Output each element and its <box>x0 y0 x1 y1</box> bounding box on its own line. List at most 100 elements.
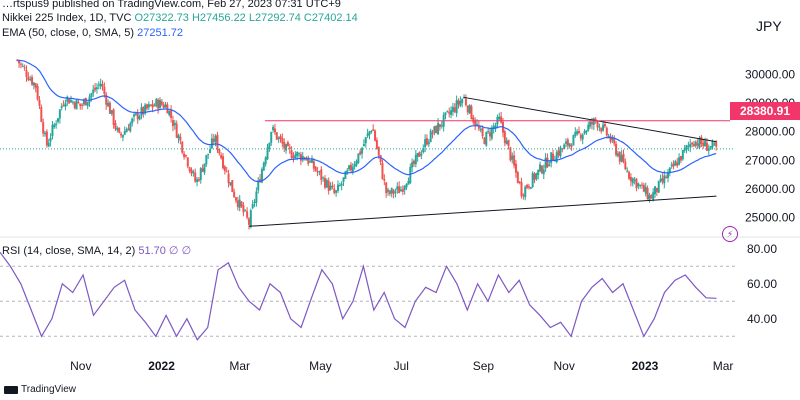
candle-body <box>257 180 260 191</box>
rsi-tick-label: 80.00 <box>747 242 777 256</box>
candle-body <box>563 144 566 150</box>
candle-body <box>544 157 547 169</box>
candle-body <box>173 122 176 126</box>
candle-body <box>511 155 514 160</box>
candle-body <box>401 189 404 192</box>
candle-body <box>140 107 143 116</box>
candle-body <box>396 186 399 190</box>
candle-body <box>552 153 555 161</box>
candle-body <box>440 125 443 127</box>
candle-body <box>127 128 130 131</box>
candle-body <box>550 152 553 164</box>
candle-body <box>86 101 89 107</box>
candle-body <box>242 205 245 213</box>
candle-body <box>285 144 288 151</box>
candle-body <box>464 98 467 106</box>
candle-body <box>583 131 586 134</box>
candle-body <box>105 94 108 105</box>
candle-body <box>58 109 61 119</box>
candle-body <box>40 106 43 122</box>
candle-body <box>294 154 297 159</box>
candle-body <box>344 171 347 179</box>
candle-body <box>387 189 390 192</box>
candle-body <box>79 103 82 106</box>
candle-body <box>264 157 267 165</box>
candle-body <box>177 135 180 139</box>
candle-body <box>450 110 453 115</box>
candle-body <box>394 191 397 193</box>
candle-body <box>138 116 141 120</box>
candle-body <box>713 143 716 145</box>
candle-body <box>603 124 606 127</box>
candle-body <box>277 137 280 139</box>
candle-body <box>437 122 440 135</box>
candle-body <box>325 179 328 188</box>
candle-body <box>99 83 102 87</box>
candle-body <box>505 140 508 145</box>
candle-body <box>631 178 634 184</box>
candle-body <box>679 156 682 161</box>
candle-body <box>548 164 551 166</box>
candle-body <box>247 218 250 225</box>
candle-body <box>259 179 262 183</box>
ema-value: 27251.72 <box>137 27 184 39</box>
candle-body <box>390 188 393 194</box>
candle-body <box>197 179 200 181</box>
tradingview-footer[interactable]: TradingView <box>4 384 76 395</box>
lightning-icon[interactable]: ⚡ <box>722 226 738 242</box>
candle-body <box>68 98 71 104</box>
candle-body <box>183 153 186 157</box>
candle-body <box>466 105 469 113</box>
trendline[interactable] <box>248 195 717 227</box>
trendlines <box>0 96 735 227</box>
candle-body <box>25 70 28 77</box>
rsi-label: RSI (14, close, SMA, 14, 2) <box>2 245 136 257</box>
candle-body <box>494 125 497 129</box>
candle-body <box>199 168 202 180</box>
candle-body <box>527 186 530 188</box>
candle-body <box>622 154 625 162</box>
time-tick-label: 2022 <box>148 359 175 373</box>
candle-body <box>472 117 475 123</box>
price-tick-label: 27000.00 <box>745 153 795 167</box>
candle-body <box>587 124 590 131</box>
candle-body <box>557 150 560 156</box>
candle-body <box>457 100 460 105</box>
candle-body <box>409 166 412 183</box>
candle-body <box>209 149 212 153</box>
candle-body <box>470 106 473 120</box>
candle-body <box>262 162 265 171</box>
candle-body <box>323 178 326 188</box>
candle-body <box>616 153 619 156</box>
candle-body <box>459 100 462 106</box>
candle-body <box>624 161 627 170</box>
candle-body <box>283 141 286 149</box>
candle-body <box>196 179 199 182</box>
candle-body <box>635 178 638 189</box>
candle-body <box>579 134 582 139</box>
candle-body <box>678 157 681 165</box>
candle-body <box>474 120 477 127</box>
candle-body <box>476 124 479 126</box>
candle-body <box>707 148 710 151</box>
candle-body <box>181 141 184 153</box>
trendline[interactable] <box>463 96 717 143</box>
candle-body <box>451 106 454 112</box>
candle-body <box>253 201 256 203</box>
candle-body <box>66 96 69 102</box>
candle-body <box>398 186 401 194</box>
candle-body <box>281 138 284 144</box>
candle-body <box>572 135 575 146</box>
rsi-legend[interactable]: RSI (14, close, SMA, 14, 2) 51.70 ∅ ∅ <box>2 244 191 257</box>
candle-body <box>34 83 37 88</box>
candle-body <box>694 141 697 146</box>
candle-body <box>455 100 458 114</box>
candle-body <box>316 171 319 173</box>
candle-body <box>205 155 208 165</box>
candle-body <box>368 131 371 135</box>
candle-body <box>19 63 22 65</box>
ema-legend[interactable]: EMA (50, close, 0, SMA, 5) 27251.72 <box>2 27 183 39</box>
candle-body <box>272 127 275 131</box>
candle-body <box>381 163 384 180</box>
candle-body <box>299 154 302 161</box>
